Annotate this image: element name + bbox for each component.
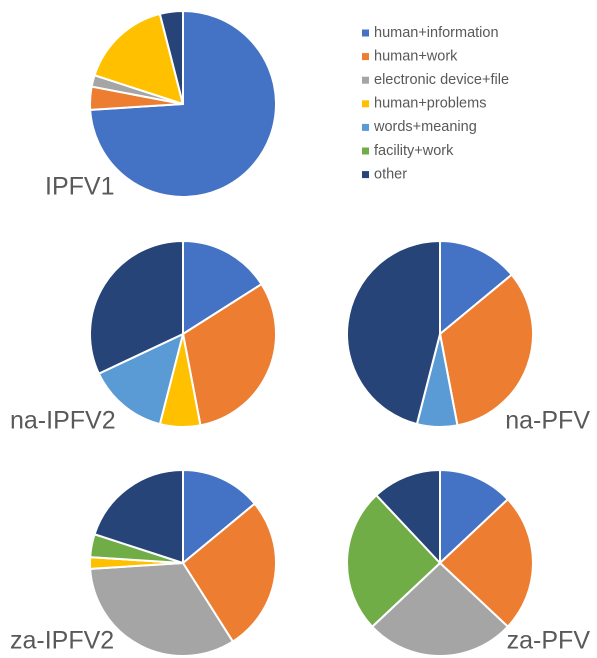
legend-swatch bbox=[362, 100, 369, 108]
pie-slice bbox=[375, 469, 441, 564]
pie-slice bbox=[439, 273, 534, 427]
pie-slice bbox=[89, 240, 184, 375]
pie-slice bbox=[371, 562, 509, 657]
legend-swatch bbox=[362, 123, 369, 131]
legend-label: human+work bbox=[374, 48, 458, 64]
legend-swatch bbox=[362, 76, 369, 84]
pie-slice bbox=[93, 469, 184, 564]
legend-swatch bbox=[362, 53, 369, 61]
pie-slice bbox=[439, 498, 534, 628]
pie-slice bbox=[346, 494, 441, 628]
chart-title: na-IPFV2 bbox=[10, 407, 116, 435]
legend-label: other bbox=[374, 166, 407, 182]
chart-title: za-IPFV2 bbox=[10, 627, 114, 655]
pie-slice bbox=[89, 562, 234, 657]
pie-slice bbox=[182, 502, 277, 643]
chart-title: na-PFV bbox=[505, 407, 590, 435]
pie-slice bbox=[346, 240, 441, 426]
pie-slice bbox=[158, 10, 184, 105]
pie-slice bbox=[439, 469, 509, 564]
legend-swatch bbox=[362, 29, 369, 37]
legend-swatch bbox=[362, 171, 369, 179]
pie-slice bbox=[439, 240, 513, 335]
pie-slice bbox=[97, 333, 184, 426]
legend-label: facility+work bbox=[374, 143, 454, 159]
legend-label: words+meaning bbox=[373, 119, 477, 135]
pie-slice bbox=[93, 12, 184, 105]
pie-slice bbox=[182, 240, 263, 335]
pie-slice bbox=[182, 469, 256, 564]
legend-label: human+information bbox=[374, 25, 499, 41]
legend-label: human+problems bbox=[374, 96, 486, 112]
chart-title: za-PFV bbox=[507, 627, 591, 655]
pie-slice bbox=[182, 283, 277, 427]
legend-swatch bbox=[362, 147, 369, 155]
chart-title: IPFV1 bbox=[45, 173, 114, 201]
legend-label: electronic device+file bbox=[374, 72, 509, 88]
